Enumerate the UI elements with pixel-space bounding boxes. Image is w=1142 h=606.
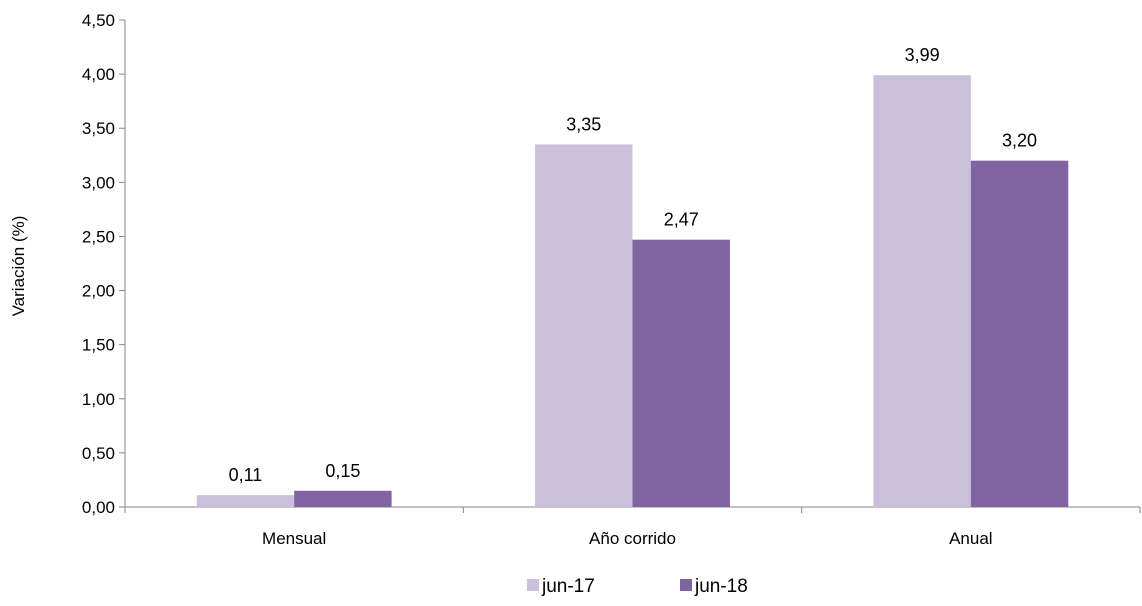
y-axis: 0,00 0,50 1,00 1,50 2,00 2,50 3,00 3,50 4,00 4,50 — [82, 11, 126, 517]
data-label: 0,11 — [229, 465, 263, 485]
bar — [196, 495, 295, 507]
y-tick-label: 3,00 — [82, 173, 115, 192]
bar — [294, 490, 392, 507]
legend-label: jun-17 — [541, 576, 595, 597]
x-tick-label: Año corrido — [589, 529, 676, 548]
legend: jun-17 jun-18 — [527, 576, 748, 597]
y-tick-label: 1,50 — [82, 336, 115, 355]
legend-label: jun-18 — [694, 576, 748, 597]
x-tick-label: Mensual — [262, 529, 326, 548]
bar — [535, 144, 633, 507]
y-tick-label: 0,00 — [82, 498, 115, 517]
data-label: 3,99 — [905, 45, 940, 65]
x-tick-label: Anual — [949, 529, 992, 548]
data-labels: 0,11 0,15 3,35 2,47 3,99 3,20 — [229, 45, 1037, 485]
data-label: 3,35 — [566, 114, 601, 134]
bar — [970, 160, 1069, 507]
data-label: 3,20 — [1002, 131, 1037, 151]
y-tick-label: 2,00 — [82, 282, 115, 301]
legend-swatch — [680, 579, 692, 591]
y-tick-label: 0,50 — [82, 444, 115, 463]
data-label: 2,47 — [664, 210, 699, 230]
bar — [632, 239, 730, 508]
bars — [196, 75, 1069, 508]
y-tick-label: 4,00 — [82, 65, 115, 84]
y-tick-label: 4,50 — [82, 11, 115, 30]
data-label: 0,15 — [325, 461, 360, 481]
legend-swatch — [527, 579, 539, 591]
y-tick-label: 2,50 — [82, 227, 115, 246]
bar — [873, 75, 971, 508]
y-axis-title: Variación (%) — [9, 216, 28, 317]
y-tick-label: 3,50 — [82, 119, 115, 138]
x-axis: Mensual Año corrido Anual — [124, 506, 1141, 548]
y-tick-label: 1,00 — [82, 390, 115, 409]
